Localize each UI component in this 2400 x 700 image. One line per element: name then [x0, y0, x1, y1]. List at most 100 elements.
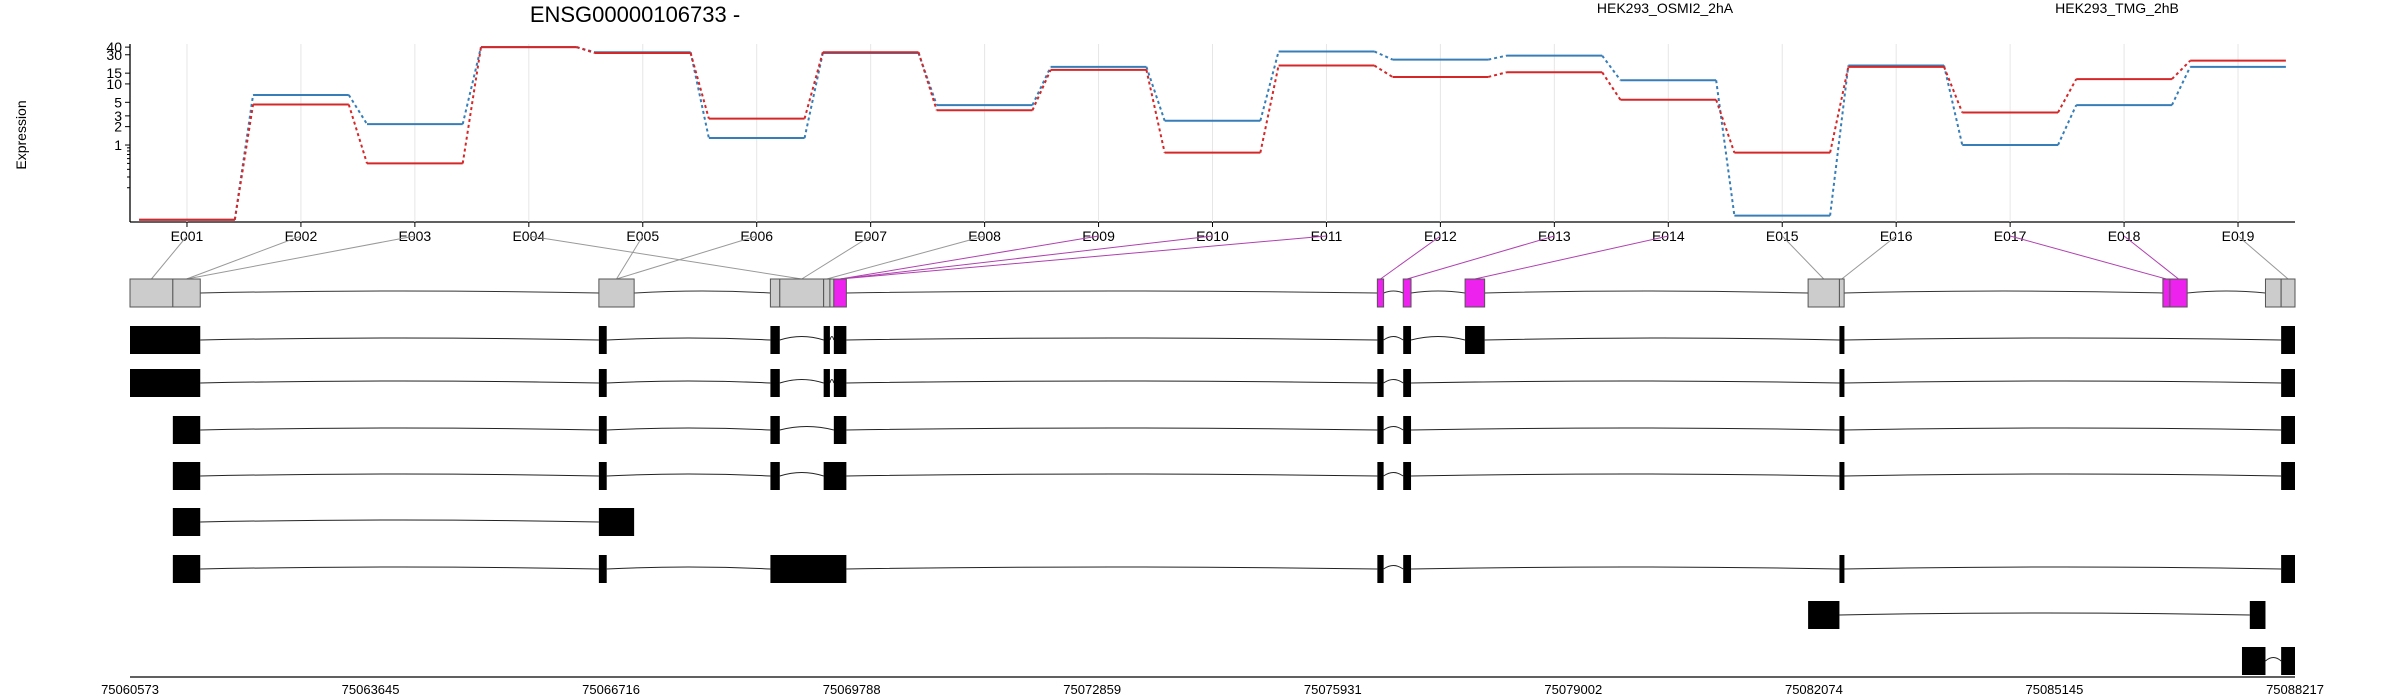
- genomic-tick-label: 75072859: [1063, 682, 1121, 697]
- data-connector: [2171, 59, 2191, 80]
- transcript-intron: [1411, 473, 1840, 477]
- x-tick-label: E013: [1538, 228, 1571, 244]
- data-connector: [2171, 66, 2192, 106]
- transcript-exon: [1377, 326, 1384, 354]
- transcript-exon: [1377, 462, 1384, 490]
- transcript-exon: [172, 462, 201, 490]
- transcript-intron: [1383, 379, 1404, 384]
- exon-box: [172, 278, 201, 308]
- transcript-intron: [2265, 657, 2282, 662]
- exon-connector: [840, 235, 1099, 280]
- exon-box: [823, 278, 831, 308]
- transcript-intron: [829, 379, 835, 384]
- exon-box: [1376, 278, 1385, 308]
- transcript-intron: [1411, 380, 1840, 384]
- transcript-intron: [200, 380, 599, 384]
- transcript-exon: [172, 508, 201, 536]
- y-tick-label: 15: [106, 65, 122, 81]
- exon-box: [829, 278, 835, 308]
- data-connector: [233, 104, 255, 220]
- transcript-exon: [1839, 369, 1845, 397]
- transcript-intron: [1844, 380, 2282, 384]
- transcript-exon: [1377, 416, 1384, 444]
- gene-model-track: 75060573 75063645 75066716 75069788 75072859…: [101, 235, 2324, 697]
- intron-line: [1484, 290, 1809, 294]
- transcript-exon: [1839, 555, 1845, 583]
- data-connector: [1715, 80, 1736, 216]
- data-connector: [1259, 65, 1280, 153]
- transcript-exon: [1839, 462, 1845, 490]
- intron-line: [634, 290, 771, 294]
- y-tick-label: 30: [106, 47, 122, 63]
- transcript-intron: [200, 427, 599, 431]
- genomic-tick-label: 75075931: [1304, 682, 1362, 697]
- legend-series-b: HEK293_TMG_2hB: [2055, 0, 2179, 16]
- data-connector: [347, 104, 368, 164]
- data-connector: [803, 51, 824, 119]
- genomic-tick-label: 75082074: [1785, 682, 1843, 697]
- genomic-tick-label: 75079002: [1544, 682, 1602, 697]
- transcript-exon: [2241, 647, 2266, 675]
- exon-box: [1464, 278, 1486, 308]
- exon-connector: [840, 235, 1327, 280]
- transcript-exon: [770, 462, 780, 490]
- transcript-intron: [1844, 566, 2282, 570]
- transcript-exon: [1403, 416, 1412, 444]
- transcript-intron: [1844, 337, 2282, 341]
- transcript-exon: [598, 416, 607, 444]
- data-connector: [1943, 66, 1964, 113]
- x-tick-label: E011: [1311, 228, 1343, 244]
- transcript-intron: [606, 380, 771, 384]
- transcript-exon: [833, 326, 847, 354]
- transcript-exon: [823, 462, 847, 490]
- transcript-intron: [200, 473, 599, 477]
- exon-connector: [840, 235, 1213, 280]
- transcript-intron: [200, 337, 599, 341]
- transcript-intron: [846, 427, 1378, 431]
- exon-box: [2162, 278, 2171, 308]
- transcript-exon: [598, 326, 607, 354]
- transcript-intron: [1484, 337, 1840, 341]
- x-tick-label: E003: [399, 228, 432, 244]
- exon-box: [1402, 278, 1412, 308]
- x-tick-label: E001: [171, 228, 204, 244]
- transcript-exon: [598, 369, 607, 397]
- exon-connector: [1781, 235, 1825, 280]
- y-tick-label: 10: [106, 76, 122, 92]
- exon-box: [1807, 278, 1840, 308]
- exon-box: [129, 278, 174, 308]
- transcript-intron: [829, 336, 835, 341]
- data-connector: [1373, 50, 1393, 61]
- data-connector: [2057, 78, 2078, 114]
- x-tick-label: E016: [1880, 228, 1913, 244]
- transcript-exon: [598, 462, 607, 490]
- exon-box: [769, 278, 781, 308]
- transcript-exon: [130, 369, 201, 397]
- exon-connector: [616, 235, 644, 280]
- y-tick-label: 1: [114, 137, 122, 153]
- exon-connector: [1406, 235, 1555, 280]
- transcript-intron: [200, 519, 599, 523]
- transcript-exon: [598, 555, 607, 583]
- x-tick-label: E012: [1424, 228, 1457, 244]
- y-tick-label: 3: [114, 108, 122, 124]
- transcript-intron: [1411, 427, 1840, 431]
- transcript-exon: [1403, 326, 1412, 354]
- x-tick-label: E007: [854, 228, 887, 244]
- transcript-intron: [1411, 566, 1840, 570]
- exon-box: [2264, 278, 2282, 308]
- transcript-intron: [1844, 473, 2282, 477]
- transcript-exon: [2281, 326, 2295, 354]
- transcript-intron: [606, 337, 771, 341]
- exon-connector: [1380, 235, 1441, 280]
- exon-box: [833, 278, 847, 308]
- data-connector: [1488, 71, 1507, 78]
- legend-series-a: HEK293_OSMI2_2hA: [1597, 0, 1734, 16]
- exon-connector: [1474, 235, 1669, 280]
- transcript-intron: [606, 566, 771, 570]
- genomic-tick-label: 75063645: [342, 682, 400, 697]
- intron-line: [1383, 290, 1404, 294]
- y-tick-label: 40: [106, 39, 122, 55]
- data-connector: [461, 46, 482, 164]
- transcript-exon: [2249, 601, 2266, 629]
